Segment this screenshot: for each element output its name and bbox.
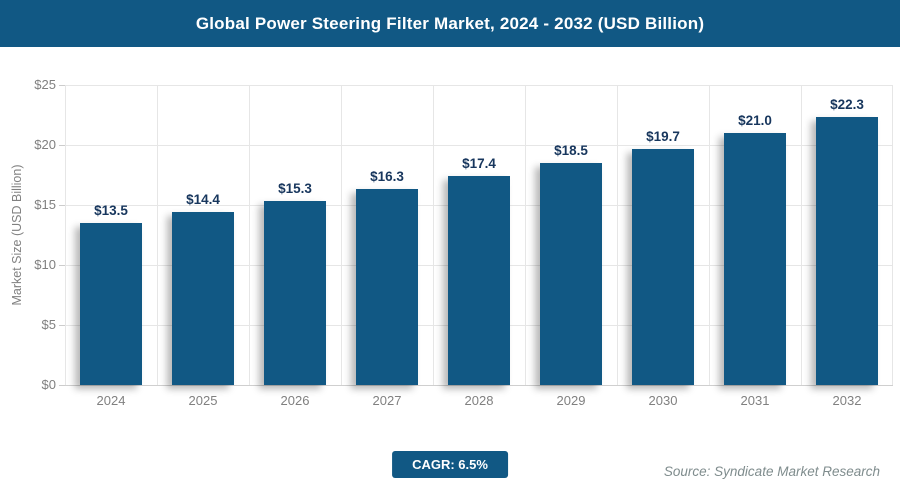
x-tick-label: 2032 (832, 393, 862, 408)
bar-2031 (724, 133, 786, 385)
gridline-vertical (617, 85, 618, 385)
x-tick-label: 2025 (188, 393, 218, 408)
bar-2025 (172, 212, 234, 385)
y-tick-mark (59, 205, 65, 206)
bar-value-label: $14.4 (186, 192, 220, 208)
x-tick-label: 2028 (464, 393, 494, 408)
y-tick-mark (59, 265, 65, 266)
x-tick-label: 2024 (96, 393, 126, 408)
gridline-horizontal (65, 145, 893, 146)
y-tick-mark (59, 145, 65, 146)
bar-value-label: $18.5 (554, 143, 588, 158)
y-tick-label: $0 (41, 377, 56, 392)
bar-2026 (264, 201, 326, 385)
bar-value-label: $16.3 (370, 169, 404, 185)
bar-value-label: $13.5 (94, 203, 128, 218)
bar-2024 (80, 223, 142, 385)
y-tick-label: $25 (34, 77, 56, 92)
y-tick-mark (59, 85, 65, 86)
chart-title: Global Power Steering Filter Market, 202… (195, 13, 705, 33)
bar-2028 (448, 176, 510, 385)
x-tick-label: 2030 (648, 393, 678, 408)
y-tick-label: $10 (34, 257, 56, 272)
gridline-horizontal (65, 385, 893, 386)
bar-value-label: $21.0 (738, 113, 772, 128)
chart-title-bar: Global Power Steering Filter Market, 202… (0, 0, 900, 47)
y-tick-label: $20 (34, 137, 56, 152)
gridline-vertical (525, 85, 526, 385)
bar-value-label: $15.3 (278, 181, 312, 197)
gridline-vertical (249, 85, 250, 385)
gridline-vertical (157, 85, 158, 385)
source-text: Source: Syndicate Market Research (663, 464, 880, 479)
x-tick-label: 2029 (556, 393, 586, 408)
bar-value-label: $22.3 (830, 97, 864, 113)
y-tick-mark (59, 385, 65, 386)
bar-value-label: $17.4 (462, 156, 496, 172)
x-tick-label: 2031 (740, 393, 770, 408)
gridline-vertical (65, 85, 66, 385)
x-tick-label: 2026 (280, 393, 310, 408)
gridline-vertical (341, 85, 342, 385)
gridline-horizontal (65, 85, 893, 86)
plot-area: $13.5 $14.4 $15.3 $16.3 $17.4 $18.5 $19.7 $21.0… (65, 85, 893, 386)
bar-value-label: $19.7 (646, 128, 680, 144)
bar-2030 (632, 148, 694, 385)
gridline-vertical (433, 85, 434, 385)
gridline-vertical (801, 85, 802, 385)
y-tick-mark (59, 325, 65, 326)
y-tick-label: $15 (34, 197, 56, 212)
cagr-badge: CAGR: 6.5% (392, 451, 508, 478)
gridline-vertical (892, 85, 893, 385)
bar-2032 (816, 117, 878, 385)
gridline-vertical (709, 85, 710, 385)
x-tick-label: 2027 (372, 393, 402, 408)
y-axis-title: Market Size (USD Billion) (10, 164, 24, 306)
y-tick-label: $5 (41, 317, 56, 332)
bar-2027 (356, 189, 418, 385)
bar-2029 (540, 163, 602, 385)
